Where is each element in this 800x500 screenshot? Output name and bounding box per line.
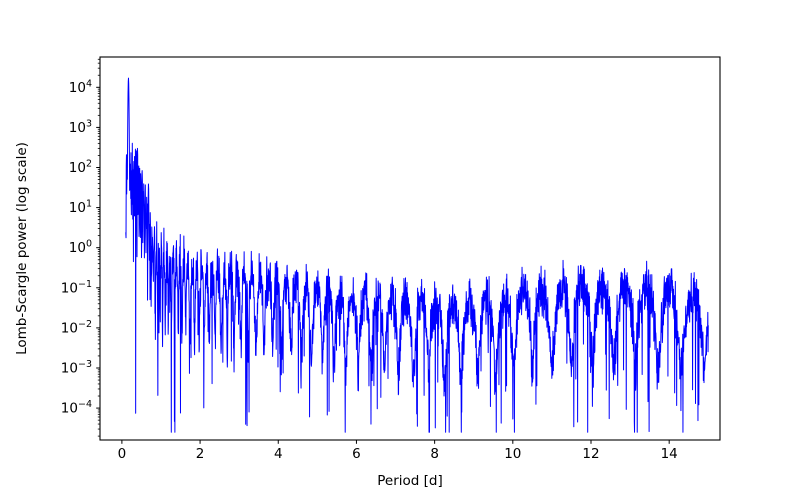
y-tick-label: 101	[69, 199, 92, 217]
plot-frame	[99, 56, 721, 441]
axes-frame	[99, 56, 721, 441]
y-tick-label: 10−3	[61, 359, 92, 377]
periodogram-line	[125, 77, 709, 433]
y-tick-label: 10−1	[61, 279, 92, 297]
ticks-layer	[96, 58, 670, 444]
x-tick-label: 4	[274, 446, 283, 462]
y-axis-title: Lomb-Scargle power (log scale)	[14, 142, 30, 355]
x-tick-label: 2	[196, 446, 205, 462]
x-tick-label: 0	[118, 446, 127, 462]
y-tick-label: 104	[69, 78, 92, 96]
y-tick-label: 100	[69, 239, 92, 256]
x-tick-label: 14	[661, 446, 678, 462]
x-tick-label: 12	[582, 446, 599, 462]
x-tick-label: 10	[504, 446, 521, 462]
y-tick-label: 102	[69, 159, 92, 177]
x-tick-label: 6	[352, 446, 361, 462]
x-axis-title: Period [d]	[377, 473, 443, 489]
y-tick-label: 10−4	[61, 399, 92, 417]
axis-labels-layer: 0 2 4 6 8 10 12 14 104 103 102 101 100 10−1 10−2 10−3 10…	[14, 78, 678, 489]
x-tick-label: 8	[430, 446, 439, 462]
y-tick-label: 103	[69, 118, 92, 136]
y-tick-label: 10−2	[61, 319, 92, 337]
series-layer	[125, 77, 709, 433]
